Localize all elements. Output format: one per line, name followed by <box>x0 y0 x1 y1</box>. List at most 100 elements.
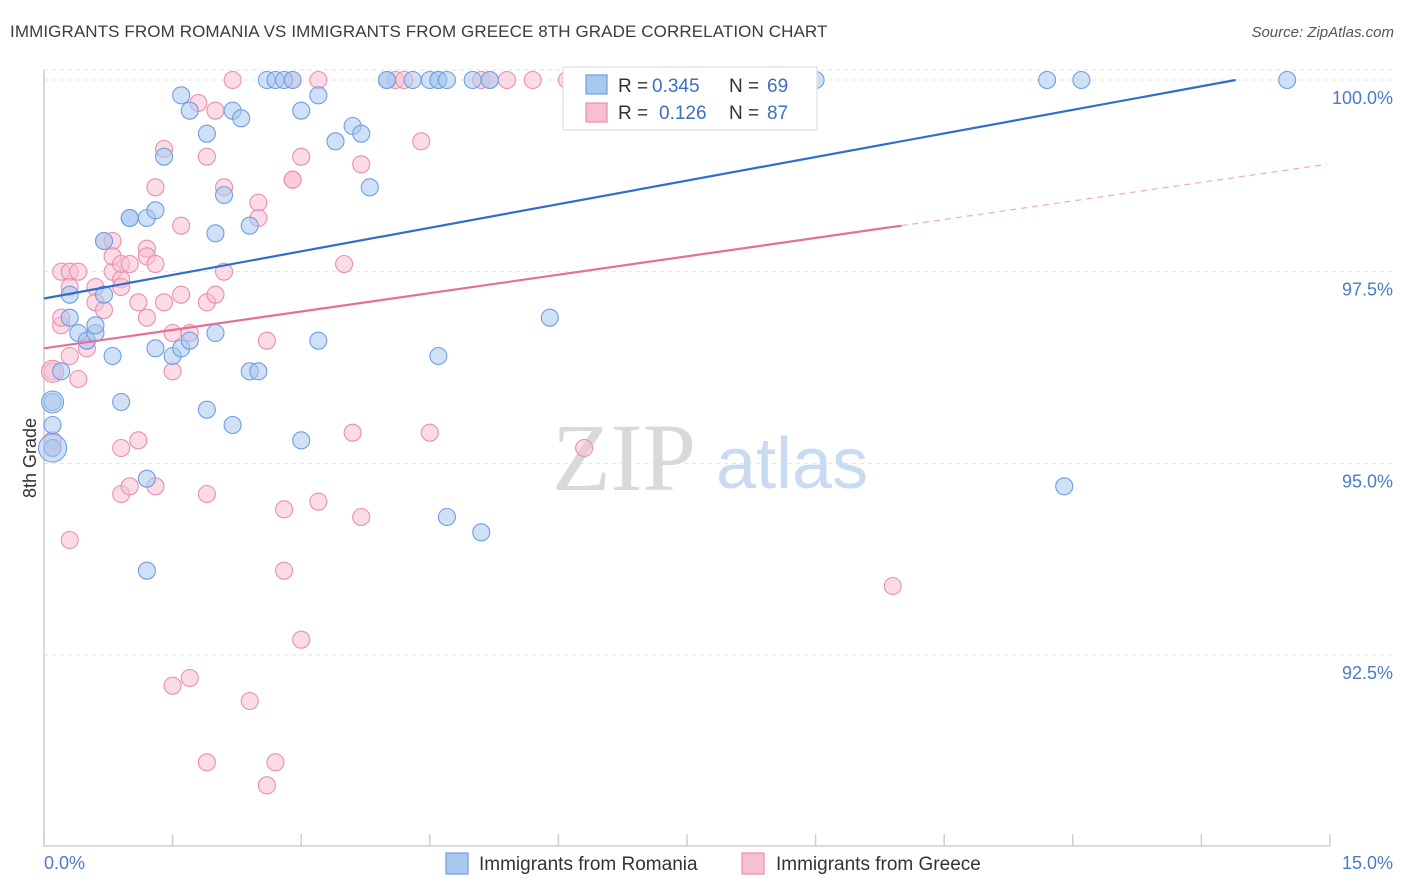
romania-point <box>206 323 225 343</box>
greece-point <box>309 70 328 90</box>
romania-point <box>309 331 328 350</box>
greece-point <box>180 668 199 688</box>
romania-point <box>137 469 156 488</box>
greece-point <box>129 293 148 312</box>
romania-point <box>94 231 114 251</box>
greece-point <box>249 193 268 212</box>
greece-point <box>146 254 165 274</box>
romania-point <box>137 561 156 580</box>
greece-point <box>197 147 216 166</box>
y-axis-title: 8th Grade <box>20 418 40 498</box>
greece-point <box>223 70 242 90</box>
greece-point <box>240 691 259 711</box>
romania-point <box>103 346 122 366</box>
greece-point <box>137 308 156 327</box>
romania-point <box>437 507 456 527</box>
romania-point <box>1055 477 1074 496</box>
greece-n-label: N = <box>729 103 759 124</box>
romania-point <box>43 415 62 435</box>
romania-point <box>377 70 396 90</box>
romania-point <box>41 390 65 414</box>
romania-point <box>249 362 268 381</box>
greece-point <box>206 101 225 120</box>
romania-legend-swatch <box>585 74 608 95</box>
romania-point <box>1072 70 1091 90</box>
greece-point <box>60 346 79 366</box>
watermark: ZIP atlas <box>552 404 868 511</box>
romania-point <box>223 415 242 435</box>
romania-point <box>86 316 105 335</box>
greece-point <box>292 147 311 166</box>
romania-point <box>197 400 216 419</box>
greece-point <box>266 753 285 772</box>
greece-point <box>352 507 371 527</box>
bottom-legend: Immigrants from Romania Immigrants from … <box>445 852 981 875</box>
trend-lines <box>43 78 1327 350</box>
romania-point <box>94 285 114 304</box>
watermark-zip: ZIP <box>552 404 696 511</box>
y-tick-label: 95.0% <box>1342 471 1393 491</box>
greece-point <box>163 362 182 381</box>
romania-n-value: 69 <box>767 76 788 97</box>
x-axis-ticks <box>43 834 1331 846</box>
romania-n-label: N = <box>729 76 759 97</box>
romania-point <box>1278 70 1297 90</box>
romania-point <box>429 346 448 366</box>
romania-point <box>326 132 345 151</box>
greece-trend-extension <box>901 163 1327 227</box>
greece-r-label: R = <box>618 103 648 124</box>
romania-point <box>180 101 199 120</box>
romania-point <box>403 70 422 90</box>
greece-trend-line <box>43 224 902 350</box>
romania-point <box>120 208 139 228</box>
greece-point <box>335 254 354 274</box>
greece-point <box>412 132 431 151</box>
bottom-legend-romania-label: Immigrants from Romania <box>479 854 698 875</box>
greece-point <box>283 170 302 189</box>
romania-series <box>38 70 1297 580</box>
greece-point <box>309 492 328 511</box>
greece-point <box>94 300 114 320</box>
y-tick-label: 97.5% <box>1342 280 1393 300</box>
greece-point <box>163 323 182 343</box>
romania-point <box>463 70 482 90</box>
greece-point <box>292 630 311 649</box>
greece-point <box>214 262 234 281</box>
greece-point <box>120 477 139 496</box>
greece-point <box>197 753 216 772</box>
stats-legend: R = 0.345 N = 69 R = 0.126 N = 87 <box>562 66 818 131</box>
greece-point <box>69 262 88 281</box>
greece-point <box>352 155 371 174</box>
romania-trend-line <box>43 78 1236 300</box>
romania-r-value: 0.345 <box>652 76 700 97</box>
romania-point <box>352 124 371 143</box>
romania-point <box>437 70 456 90</box>
romania-point <box>309 86 328 105</box>
greece-point <box>575 438 594 458</box>
greece-point <box>343 423 362 442</box>
romania-point <box>112 392 131 412</box>
greece-point <box>497 70 517 90</box>
greece-n-value: 87 <box>767 103 788 124</box>
romania-point <box>206 224 225 243</box>
greece-point <box>120 254 139 274</box>
y-tick-label: 100.0% <box>1332 88 1393 108</box>
romania-point <box>240 216 259 235</box>
greece-point <box>275 500 294 519</box>
romania-point <box>38 433 68 463</box>
greece-point <box>129 431 148 450</box>
romania-point <box>146 339 165 358</box>
greece-point <box>60 530 79 550</box>
romania-point <box>480 70 499 90</box>
romania-point <box>172 86 191 105</box>
greece-point <box>146 178 165 197</box>
greece-point <box>69 369 88 389</box>
watermark-atlas: atlas <box>716 424 868 504</box>
bottom-legend-romania-swatch <box>445 852 469 875</box>
x-tick-label-left: 0.0% <box>44 853 85 873</box>
romania-point <box>214 185 234 205</box>
romania-point <box>197 124 216 143</box>
romania-r-label: R = <box>618 76 648 97</box>
source-label: Source: ZipAtlas.com <box>1251 24 1394 41</box>
